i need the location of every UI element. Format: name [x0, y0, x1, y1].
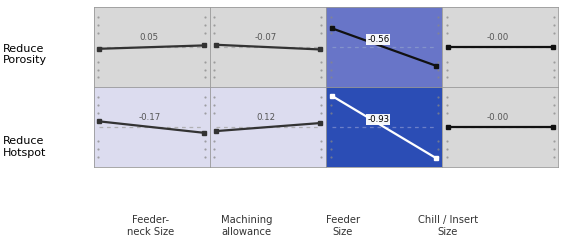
Text: Reduce
Hotspot: Reduce Hotspot: [3, 136, 46, 158]
Text: Feeder
Size: Feeder Size: [326, 215, 360, 237]
Text: Feeder-
neck Size: Feeder- neck Size: [126, 215, 174, 237]
Text: -0.56: -0.56: [367, 35, 390, 44]
Text: Reduce
Porosity: Reduce Porosity: [3, 44, 47, 65]
Text: -0.17: -0.17: [138, 113, 160, 122]
Text: -0.00: -0.00: [487, 33, 509, 42]
Text: 0.05: 0.05: [140, 33, 159, 42]
Text: -0.93: -0.93: [367, 115, 390, 123]
Text: Chill / Insert
Size: Chill / Insert Size: [418, 215, 478, 237]
Text: -0.00: -0.00: [487, 113, 509, 122]
Text: Machining
allowance: Machining allowance: [221, 215, 272, 237]
Text: 0.12: 0.12: [256, 113, 275, 122]
Text: -0.07: -0.07: [255, 33, 277, 42]
